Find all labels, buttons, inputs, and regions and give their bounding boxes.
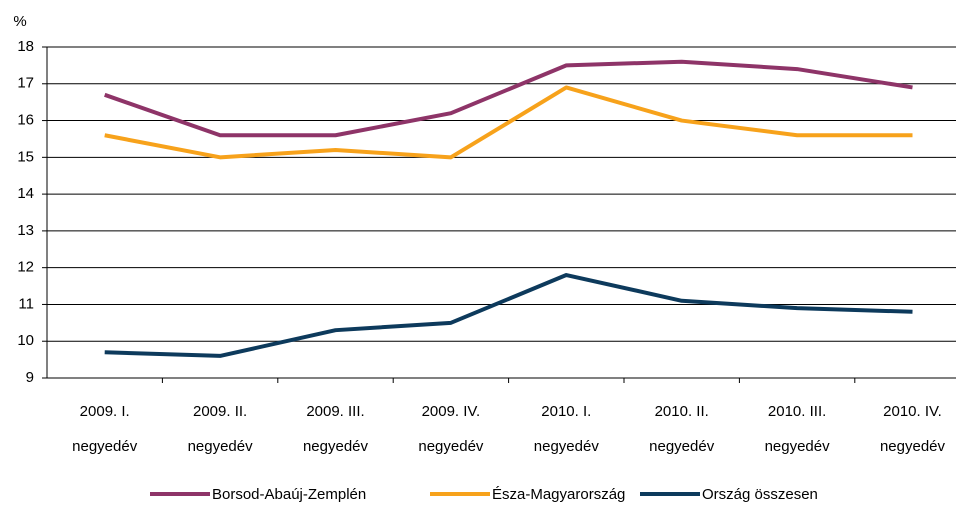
y-tick-label: 10 [17,332,34,349]
y-tick-label: 13 [17,222,34,239]
x-tick-label: negyedév [649,438,715,455]
x-tick-label: negyedév [418,438,484,455]
series-line [104,85,913,160]
series-line [104,273,913,358]
legend-label: Borsod-Abaúj-Zemplén [212,486,366,503]
y-tick-label: 16 [17,112,34,129]
x-tick-label: 2010. IV. [883,403,942,420]
y-tick-label: 17 [17,75,34,92]
legend-label: Észa-Magyarország [492,486,625,503]
x-tick-label: 2010. III. [768,403,826,420]
x-tick-label: negyedév [534,438,600,455]
y-tick-label: 12 [17,259,34,276]
y-tick-label: 15 [17,148,34,165]
series-line [104,59,913,138]
x-tick-label: negyedév [303,438,369,455]
y-tick-label: 11 [18,295,34,312]
x-tick-label: negyedév [72,438,138,455]
y-tick-label: 14 [17,185,34,202]
x-tick-label: 2009. IV. [422,403,481,420]
y-tick-label: 9 [26,369,34,386]
x-tick-label: 2010. II. [655,403,709,420]
x-tick-label: 2010. I. [541,403,591,420]
x-tick-label: 2009. III. [306,403,364,420]
y-tick-label: 18 [17,38,34,55]
x-tick-label: 2009. II. [193,403,247,420]
y-axis-unit: % [13,13,26,30]
x-tick-label: negyedév [765,438,831,455]
legend-label: Ország összesen [702,486,818,503]
x-tick-label: 2009. I. [80,403,130,420]
x-tick-label: negyedév [880,438,946,455]
x-tick-label: negyedév [188,438,254,455]
